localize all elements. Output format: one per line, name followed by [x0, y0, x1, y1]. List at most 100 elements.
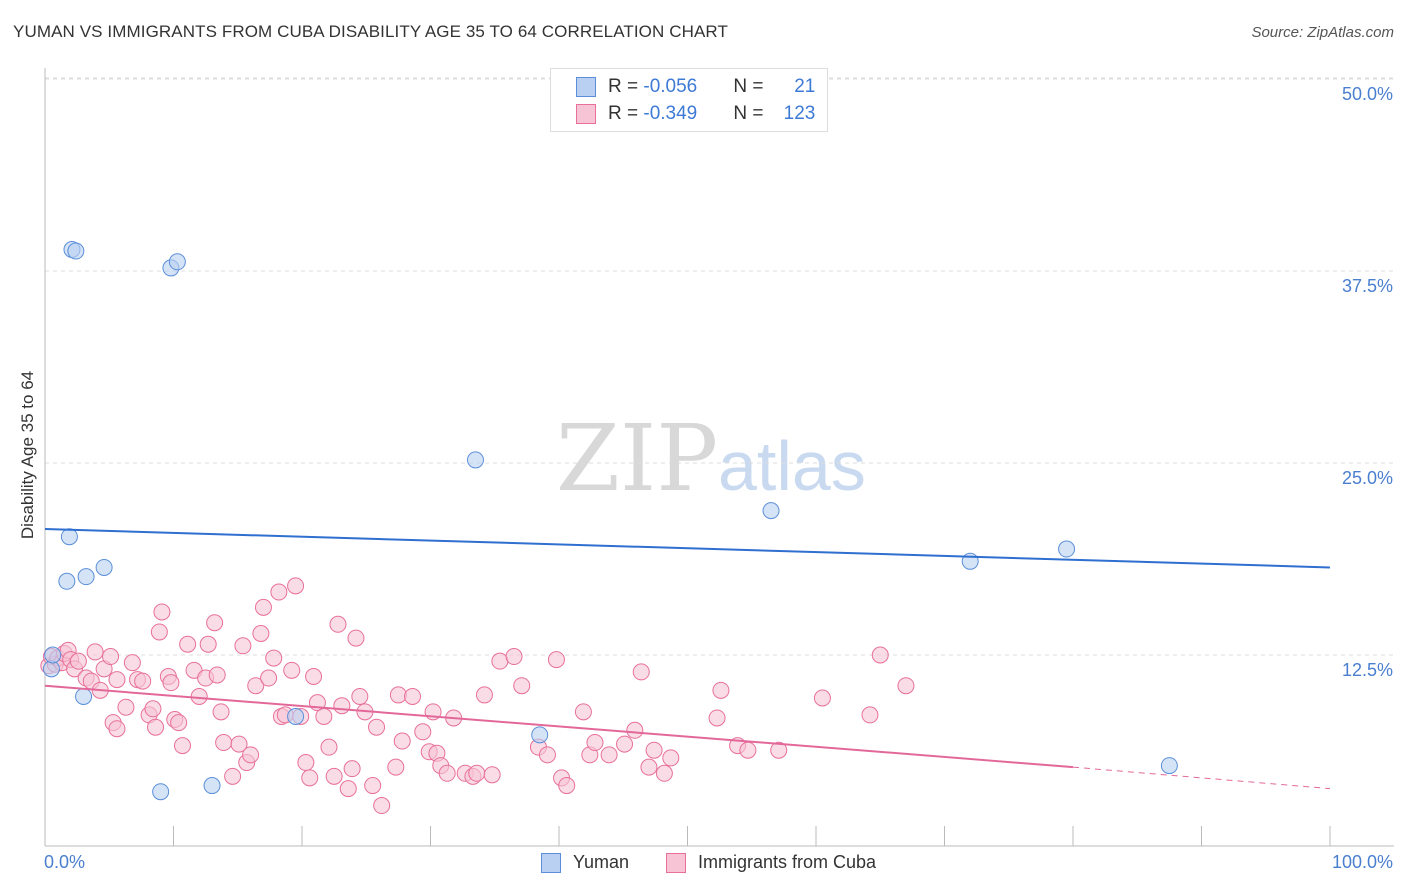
legend-r-label: R =	[608, 76, 644, 97]
cuba-point	[813, 689, 831, 707]
cuba-trend-line	[44, 684, 1074, 769]
cuba-point	[315, 707, 333, 725]
cuba-point	[347, 629, 365, 647]
cuba-point	[208, 666, 226, 684]
cuba-point	[242, 746, 260, 764]
cuba-point	[283, 661, 301, 679]
legend-n-value: 123	[783, 103, 816, 124]
yuman-point	[60, 528, 78, 546]
cuba-point	[616, 735, 634, 753]
cuba-point	[147, 718, 165, 736]
cuba-point	[897, 677, 915, 695]
cuba-point	[491, 652, 509, 670]
cuba-point	[364, 777, 382, 795]
yuman-point	[531, 726, 549, 744]
yuman-point	[77, 568, 95, 586]
cuba-point	[558, 777, 576, 795]
cuba-point	[265, 649, 283, 667]
cuba-point	[387, 758, 405, 776]
cuba-point	[343, 760, 361, 778]
x-tick-label-max: 100.0%	[1331, 852, 1393, 872]
bottom-legend-label: Yuman	[573, 852, 630, 872]
cuba-point	[144, 700, 162, 718]
yuman-point	[58, 572, 76, 590]
yuman-swatch	[541, 852, 561, 873]
x-tick-label-min: 0.0%	[44, 852, 86, 872]
cuba-point	[252, 624, 270, 642]
cuba-point	[212, 703, 230, 721]
cuba-point	[108, 671, 126, 689]
cuba-point	[230, 735, 248, 753]
cuba-point	[325, 767, 343, 785]
cuba-point	[645, 741, 663, 759]
cuba-point	[134, 672, 152, 690]
bottom-legend-yuman: Yuman	[541, 852, 629, 873]
legend-n-value: 21	[794, 76, 816, 97]
watermark-zip: ZIP	[556, 405, 718, 512]
cuba-point	[215, 734, 233, 752]
cuba-point	[170, 714, 188, 732]
cuba-point	[586, 734, 604, 752]
legend-r-value: -0.349	[643, 103, 698, 124]
cuba-point	[547, 651, 565, 669]
cuba-point	[393, 732, 411, 750]
cuba-point	[339, 780, 357, 798]
yuman-point	[75, 687, 93, 705]
cuba-point	[739, 741, 757, 759]
cuba-point	[438, 764, 456, 782]
cuba-point	[108, 720, 126, 738]
yuman-point	[203, 777, 221, 795]
cuba-point	[305, 668, 323, 686]
yuman-point	[95, 558, 113, 576]
cuba-point	[287, 577, 305, 595]
cuba-point	[574, 703, 592, 721]
cuba-point	[712, 681, 730, 699]
cuba-point	[329, 615, 347, 633]
cuba-point	[320, 738, 338, 756]
y-tick-label: 25.0%	[1341, 468, 1393, 488]
legend-row-yuman: R = -0.056 N = 21	[576, 75, 815, 99]
yuman-point	[1160, 757, 1178, 775]
y-tick-label: 50.0%	[1341, 84, 1393, 104]
yuman-trend-line	[44, 528, 1331, 569]
legend-n-label: N =	[733, 103, 769, 124]
cuba-point	[351, 687, 369, 705]
cuba-point	[153, 603, 171, 621]
cuba-point	[206, 614, 224, 632]
yuman-swatch	[576, 77, 596, 97]
cuba-point	[505, 648, 523, 666]
cuba-point	[513, 677, 531, 695]
cuba-point	[102, 648, 120, 666]
cuba-swatch	[576, 104, 596, 124]
chart-title: YUMAN VS IMMIGRANTS FROM CUBA DISABILITY…	[13, 22, 728, 41]
yuman-point	[67, 242, 85, 260]
correlation-legend: R = -0.056 N = 21 R = -0.349 N = 123	[550, 68, 828, 132]
cuba-point	[414, 723, 432, 741]
cuba-point	[404, 687, 422, 705]
cuba-point	[640, 758, 658, 776]
yuman-point	[466, 451, 484, 469]
legend-n-label: N =	[733, 76, 769, 97]
cuba-point	[150, 623, 168, 641]
cuba-point	[483, 766, 501, 784]
cuba-point	[368, 718, 386, 736]
cuba-swatch	[666, 852, 686, 873]
cuba-point	[117, 698, 135, 716]
cuba-point	[655, 764, 673, 782]
cuba-point	[662, 749, 680, 767]
cuba-point	[190, 687, 208, 705]
cuba-point	[861, 706, 879, 724]
yuman-point	[44, 646, 62, 664]
y-tick-label: 37.5%	[1341, 276, 1393, 296]
cuba-point	[468, 764, 486, 782]
yuman-point	[1058, 540, 1076, 558]
yuman-point	[168, 253, 186, 271]
yuman-point	[762, 502, 780, 520]
cuba-point	[224, 767, 242, 785]
cuba-point	[234, 637, 252, 655]
bottom-legend-label: Immigrants from Cuba	[698, 852, 877, 872]
cuba-point	[871, 646, 889, 664]
cuba-point	[179, 635, 197, 653]
cuba-point	[708, 709, 726, 727]
cuba-point	[632, 663, 650, 681]
